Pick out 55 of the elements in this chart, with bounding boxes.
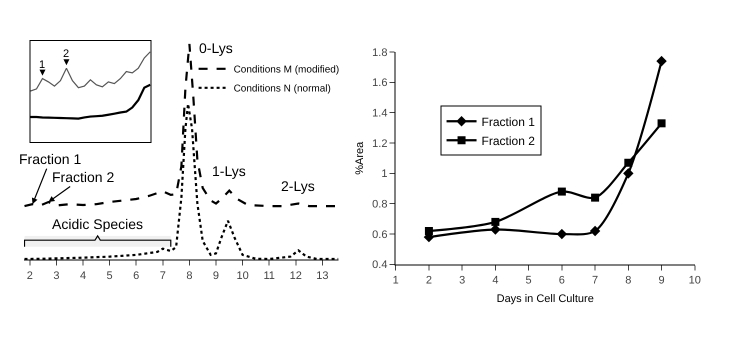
x-tick-label: 8: [625, 274, 632, 287]
y-tick-label: 1.6: [372, 77, 388, 90]
point: [424, 227, 433, 236]
annotation: 1-Lys: [212, 163, 246, 179]
y-axis-title: %Area: [354, 140, 366, 175]
x-tick-label: 5: [526, 274, 532, 287]
x-axis-title: Days in Cell Culture: [496, 292, 594, 305]
x-tick-label: 2: [26, 270, 33, 282]
legend-label: Conditions M (modified): [234, 64, 340, 76]
point: [556, 228, 568, 240]
annotation: Fraction 2: [52, 169, 114, 185]
point: [656, 56, 667, 66]
x-tick-label: 11: [263, 270, 275, 282]
x-tick-label: 4: [80, 270, 86, 282]
x-tick-label: 7: [160, 270, 166, 282]
x-tick-label: 3: [53, 270, 60, 282]
x-tick-label: 1: [392, 274, 399, 287]
x-tick-label: 6: [558, 274, 565, 287]
x-tick-label: 13: [316, 270, 328, 282]
x-tick-label: 9: [212, 270, 220, 282]
x-tick-label: 6: [133, 270, 140, 282]
annotation: Fraction 1: [19, 151, 82, 167]
point: [558, 188, 566, 196]
annotation: 2-Lys: [281, 178, 315, 194]
x-tick-label: 5: [106, 270, 113, 282]
y-tick-label: 1.2: [372, 138, 388, 150]
point: [491, 218, 500, 226]
y-tick-label: 0.4: [372, 259, 388, 272]
y-tick-label: 1: [381, 168, 388, 180]
y-tick-label: 0.8: [372, 198, 388, 211]
legend-label: Fraction 1: [482, 114, 536, 129]
x-tick-label: 10: [688, 274, 701, 287]
y-tick-label: 0.6: [372, 228, 388, 241]
annotation: 2: [63, 48, 70, 60]
x-tick-label: 3: [459, 274, 466, 287]
point: [590, 226, 600, 236]
legend-label: Fraction 2: [482, 134, 536, 148]
y-tick-label: 1.4: [372, 108, 388, 120]
y-tick-label: 1.8: [372, 46, 388, 59]
point: [490, 224, 501, 235]
x-tick-label: 2: [426, 274, 432, 287]
band-label: Acidic Species: [52, 216, 144, 232]
x-tick-label: 4: [492, 274, 498, 287]
point: [591, 194, 600, 202]
annotation: 0-Lys: [199, 40, 233, 56]
x-tick-label: 10: [236, 270, 249, 282]
point: [623, 168, 634, 179]
point: [658, 119, 666, 128]
x-tick-label: 8: [186, 270, 192, 282]
annotation: 1: [39, 59, 46, 71]
point: [624, 158, 632, 167]
legend-label: Conditions N (normal): [234, 84, 331, 95]
x-tick-label: 9: [658, 274, 665, 287]
x-tick-label: 12: [290, 270, 302, 282]
x-tick-label: 7: [592, 274, 598, 287]
